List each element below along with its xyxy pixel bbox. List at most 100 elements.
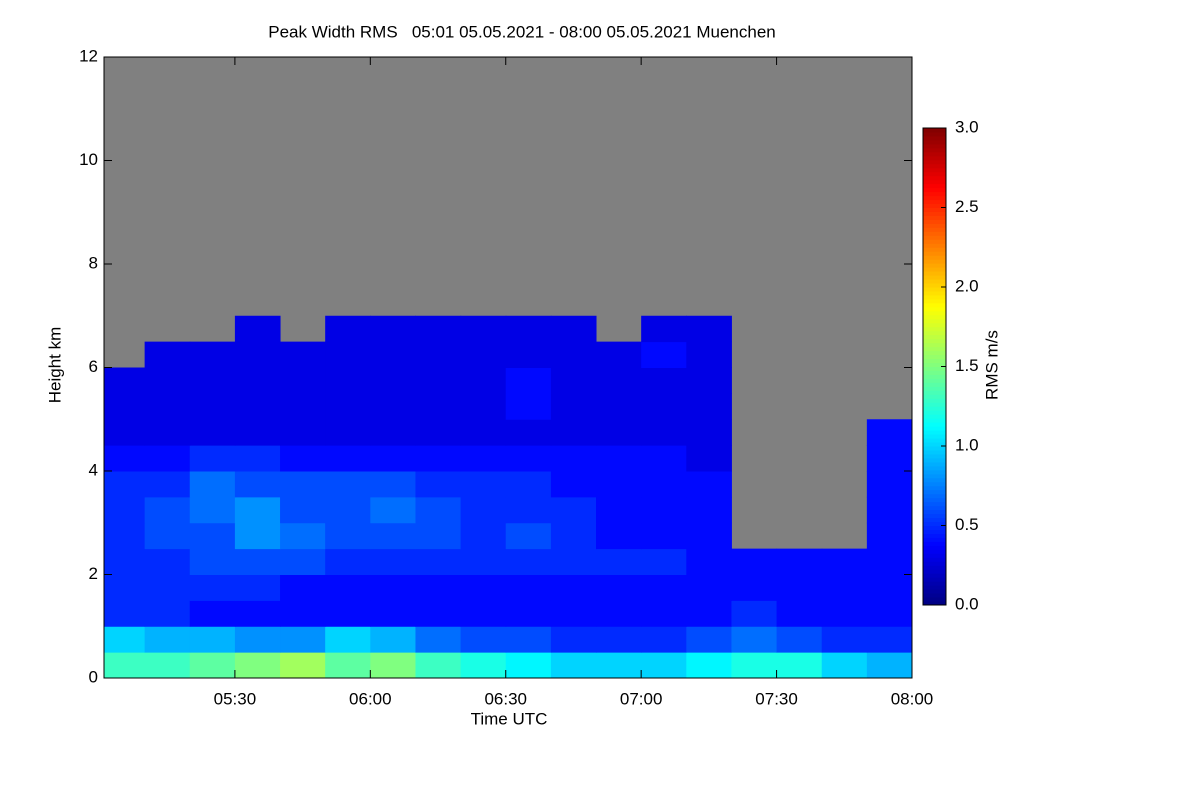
heatmap-cell xyxy=(641,367,687,394)
colorbar-segment xyxy=(923,541,946,546)
heatmap-cell xyxy=(104,471,146,498)
colorbar-segment xyxy=(923,128,946,133)
colorbar-segment xyxy=(923,151,946,157)
colorbar-segment xyxy=(923,497,946,503)
colorbar-segment xyxy=(923,457,946,463)
heatmap-cell xyxy=(234,471,281,498)
heatmap-cell xyxy=(505,574,552,601)
heatmap-cell xyxy=(776,548,823,575)
heatmap-cell xyxy=(104,522,146,550)
colorbar-segment xyxy=(923,235,946,240)
heatmap-cell xyxy=(104,600,146,627)
heatmap-cell xyxy=(866,419,913,446)
heatmap-cell xyxy=(234,626,281,653)
colorbar-segment xyxy=(923,461,946,467)
colorbar-segment xyxy=(923,255,946,260)
heatmap-cell xyxy=(866,471,913,498)
colorbar-segment xyxy=(923,326,946,332)
heatmap-cell xyxy=(280,445,326,472)
colorbar-segment xyxy=(923,207,946,212)
colorbar-segment xyxy=(923,402,946,407)
heatmap-cell xyxy=(505,419,552,446)
heatmap-cell xyxy=(866,445,913,472)
heatmap-cell xyxy=(866,600,913,627)
colorbar-segment xyxy=(923,294,946,300)
colorbar-segment xyxy=(923,398,946,403)
heatmap-cell xyxy=(821,574,868,601)
heatmap-cell xyxy=(641,341,687,368)
colorbar-segment xyxy=(923,330,946,336)
heatmap-cell xyxy=(370,367,416,394)
colorbar-segment xyxy=(923,239,946,244)
heatmap-cell xyxy=(460,471,507,498)
colorbar-segment xyxy=(923,505,946,511)
heatmap-cell xyxy=(505,600,552,627)
heatmap-cell xyxy=(505,341,552,368)
colorbar-segment xyxy=(923,501,946,507)
colorbar-segment xyxy=(923,537,946,542)
heatmap-cell xyxy=(325,393,371,420)
heatmap-cell xyxy=(866,548,913,575)
heatmap-cell xyxy=(415,496,462,524)
heatmap-cell xyxy=(415,393,462,420)
y-tick-label: 2 xyxy=(89,564,98,583)
heatmap-cell xyxy=(686,548,732,575)
heatmap-cell xyxy=(460,626,507,653)
heatmap-cell xyxy=(596,574,642,601)
heatmap-cell xyxy=(144,496,191,524)
colorbar-segment xyxy=(923,306,946,312)
heatmap-cell xyxy=(550,445,597,472)
heatmap-cell xyxy=(821,652,868,679)
heatmap-cell xyxy=(280,341,326,368)
colorbar-segment xyxy=(923,545,946,550)
heatmap-cell xyxy=(415,419,462,446)
heatmap-cell xyxy=(460,419,507,446)
heatmap-cell xyxy=(460,496,507,524)
colorbar-segment xyxy=(923,601,946,606)
heatmap-cell xyxy=(596,393,642,420)
heatmap-cell xyxy=(505,445,552,472)
heatmap-cell xyxy=(370,600,416,627)
colorbar-segment xyxy=(923,430,946,435)
colorbar-segment xyxy=(923,139,946,145)
colorbar-segment xyxy=(923,247,946,252)
heatmap-cell xyxy=(596,496,642,524)
heatmap-cell xyxy=(280,548,326,575)
heatmap-cell xyxy=(776,600,823,627)
y-tick-label: 10 xyxy=(79,150,98,169)
heatmap-cell xyxy=(189,600,236,627)
heatmap-cell xyxy=(460,574,507,601)
heatmap-cell xyxy=(505,548,552,575)
heatmap-cell xyxy=(189,626,236,653)
colorbar-segment xyxy=(923,171,946,177)
heatmap-cell xyxy=(144,522,191,550)
colorbar-segment xyxy=(923,390,946,395)
heatmap-cell xyxy=(370,496,416,524)
colorbar-segment xyxy=(923,477,946,483)
heatmap-cell xyxy=(460,548,507,575)
y-tick-label: 6 xyxy=(89,357,98,376)
heatmap-cell xyxy=(866,522,913,550)
heatmap-cell xyxy=(686,419,732,446)
heatmap-cell xyxy=(821,626,868,653)
colorbar-segment xyxy=(923,378,946,383)
heatmap-cell xyxy=(280,626,326,653)
colorbar-segment xyxy=(923,406,946,411)
colorbar-segment xyxy=(923,529,946,534)
x-tick-label: 06:00 xyxy=(349,689,392,708)
colorbar-segment xyxy=(923,167,946,173)
heatmap-cell xyxy=(866,626,913,653)
colorbar-segment xyxy=(923,581,946,586)
colorbar-segment xyxy=(923,414,946,419)
heatmap-cell xyxy=(731,574,778,601)
heatmap-cell xyxy=(415,652,462,679)
colorbar-segment xyxy=(923,358,946,364)
colorbar-tick-label: 2.0 xyxy=(955,276,979,295)
heatmap-cell xyxy=(686,315,732,343)
heatmap-cell xyxy=(505,522,552,550)
heatmap-cell xyxy=(370,419,416,446)
heatmap-cell xyxy=(189,471,236,498)
colorbar-segment xyxy=(923,438,946,443)
heatmap-cell xyxy=(686,445,732,472)
colorbar-segment xyxy=(923,382,946,387)
